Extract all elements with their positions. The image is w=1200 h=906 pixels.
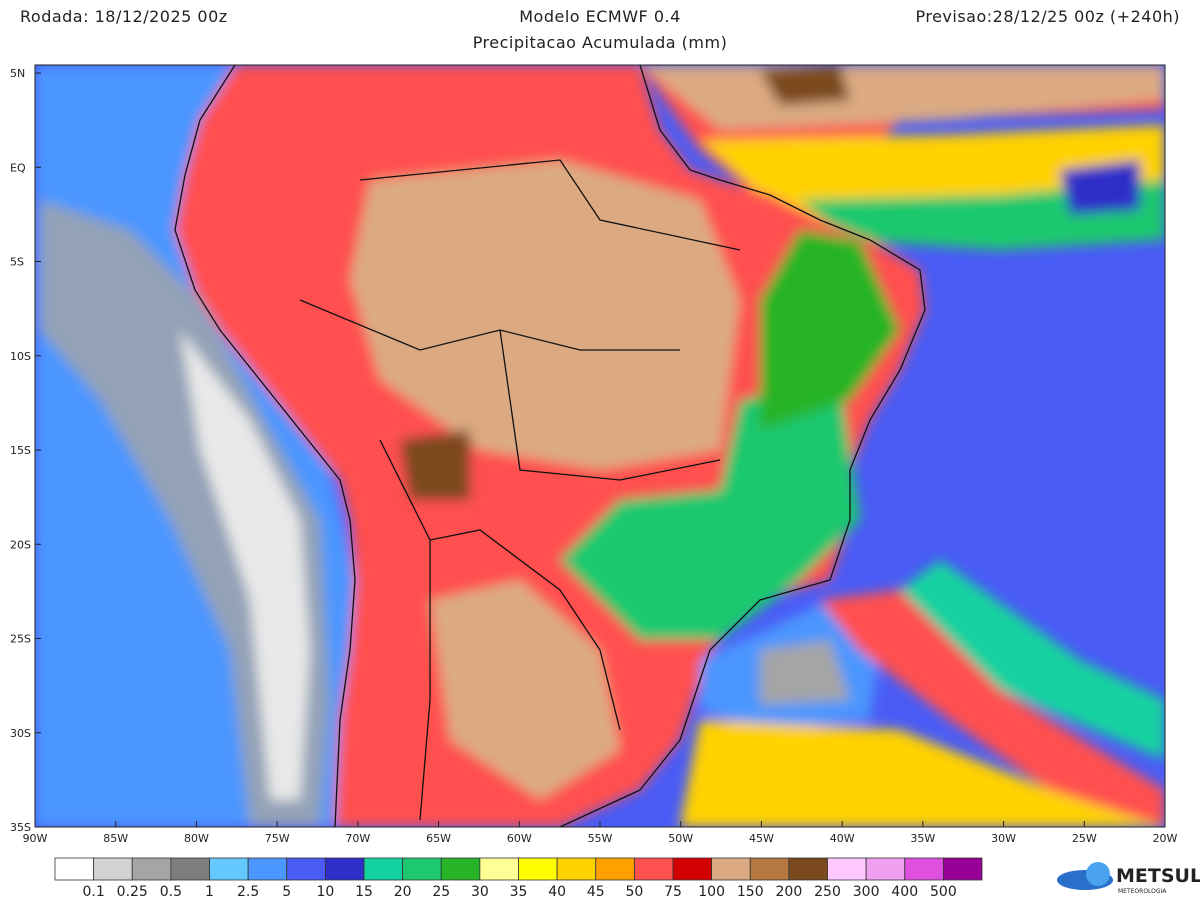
colorbar-label: 50 <box>625 884 643 900</box>
atlantic-gray <box>760 640 850 705</box>
colorbar-swatch <box>711 857 751 881</box>
lat-label: 5S <box>10 256 24 269</box>
colorbar-label: 300 <box>853 884 880 900</box>
frontal-yellow <box>680 720 1165 827</box>
lat-label: 15S <box>10 444 31 457</box>
colorbar-label: 35 <box>510 884 528 900</box>
logo-tagline: METEOROLOGIA <box>1118 888 1167 895</box>
lon-label: 85W <box>103 832 128 845</box>
forecast-label: Previsao:28/12/25 00z (+240h) <box>915 7 1180 26</box>
logo-globe <box>1086 862 1110 886</box>
colorbar-swatch <box>54 857 95 881</box>
pacific-light <box>180 330 310 800</box>
product-subtitle: Precipitacao Acumulada (mm) <box>473 33 728 52</box>
lat-label: 5N <box>10 67 25 80</box>
colorbar: 0.1 0.25 0.5 1 2.5 5 10 15 20 25 30 35 40 45 50 75 100 15… <box>54 857 983 900</box>
model-title: Modelo ECMWF 0.4 <box>519 7 681 26</box>
colorbar-swatch <box>286 857 326 881</box>
colorbar-swatch <box>170 857 210 881</box>
lon-label: 75W <box>265 832 290 845</box>
colorbar-label: 100 <box>698 884 725 900</box>
colorbar-swatch <box>827 857 867 881</box>
colorbar-swatch <box>479 857 519 881</box>
colorbar-label: 500 <box>930 884 957 900</box>
lat-label: 20S <box>10 538 31 551</box>
lon-label: 55W <box>588 832 613 845</box>
colorbar-label: 30 <box>471 884 489 900</box>
colorbar-swatch <box>595 857 635 881</box>
colorbar-label: 5 <box>282 884 291 900</box>
itcz-blue <box>1060 160 1140 215</box>
lon-label: 70W <box>345 832 370 845</box>
colorbar-label: 2.5 <box>237 884 259 900</box>
amazon-tan <box>350 160 740 470</box>
colorbar-label: 15 <box>355 884 373 900</box>
southeast-green <box>560 380 860 640</box>
run-label: Rodada: 18/12/2025 00z <box>20 7 228 26</box>
colorbar-label: 0.5 <box>160 884 182 900</box>
colorbar-label: 10 <box>316 884 334 900</box>
lat-label: EQ <box>10 161 26 174</box>
lat-label: 25S <box>10 633 31 646</box>
south-tan <box>430 580 620 800</box>
precip-field <box>35 65 1165 827</box>
colorbar-swatch <box>942 857 983 881</box>
logo-name: METSUL <box>1116 865 1200 887</box>
colorbar-label: 0.1 <box>82 884 104 900</box>
colorbar-swatch <box>788 857 828 881</box>
lon-label: 50W <box>668 832 693 845</box>
lon-label: 45W <box>749 832 774 845</box>
colorbar-swatch <box>93 857 133 881</box>
colorbar-label: 250 <box>814 884 841 900</box>
northeast-green <box>760 230 900 430</box>
colorbar-label: 0.25 <box>117 884 148 900</box>
lon-label: 90W <box>23 832 48 845</box>
lon-label: 65W <box>426 832 451 845</box>
colorbar-label: 75 <box>664 884 682 900</box>
colorbar-label: 200 <box>776 884 803 900</box>
colorbar-swatch <box>247 857 288 881</box>
lon-label: 25W <box>1072 832 1097 845</box>
colorbar-swatch <box>402 857 442 881</box>
colorbar-swatch <box>865 857 906 881</box>
colorbar-swatch <box>556 857 597 881</box>
colorbar-swatch <box>131 857 172 881</box>
lat-label: 30S <box>10 727 31 740</box>
colorbar-label: 25 <box>432 884 450 900</box>
colorbar-swatch <box>749 857 790 881</box>
frontal-red <box>820 590 1165 827</box>
colorbar-swatch <box>904 857 944 881</box>
colorbar-swatch <box>324 857 365 881</box>
colorbar-label: 20 <box>394 884 412 900</box>
colorbar-swatch <box>672 857 713 881</box>
borders <box>174 65 926 827</box>
colorbar-swatch <box>440 857 481 881</box>
colorbar-label: 400 <box>891 884 918 900</box>
lon-label: 80W <box>184 832 209 845</box>
lat-label: 10S <box>10 350 31 363</box>
frontal-green <box>900 560 1165 760</box>
colorbar-swatch <box>209 857 249 881</box>
logo: METSUL METEOROLOGIA <box>1057 862 1200 895</box>
north-brown <box>760 65 850 105</box>
lon-label: 40W <box>830 832 855 845</box>
bolivia-brown <box>400 430 470 500</box>
colorbar-swatch <box>518 857 558 881</box>
lon-label: 30W <box>991 832 1016 845</box>
colorbar-swatch <box>633 857 674 881</box>
lon-label: 60W <box>507 832 532 845</box>
colorbar-label: 45 <box>587 884 605 900</box>
lon-label: 20W <box>1153 832 1178 845</box>
lat-label: 35S <box>10 821 31 834</box>
colorbar-label: 40 <box>548 884 566 900</box>
lon-label: 35W <box>910 832 935 845</box>
colorbar-label: 1 <box>205 884 214 900</box>
field-shapes <box>35 65 1165 827</box>
colorbar-label: 150 <box>737 884 764 900</box>
colorbar-swatch <box>363 857 404 881</box>
